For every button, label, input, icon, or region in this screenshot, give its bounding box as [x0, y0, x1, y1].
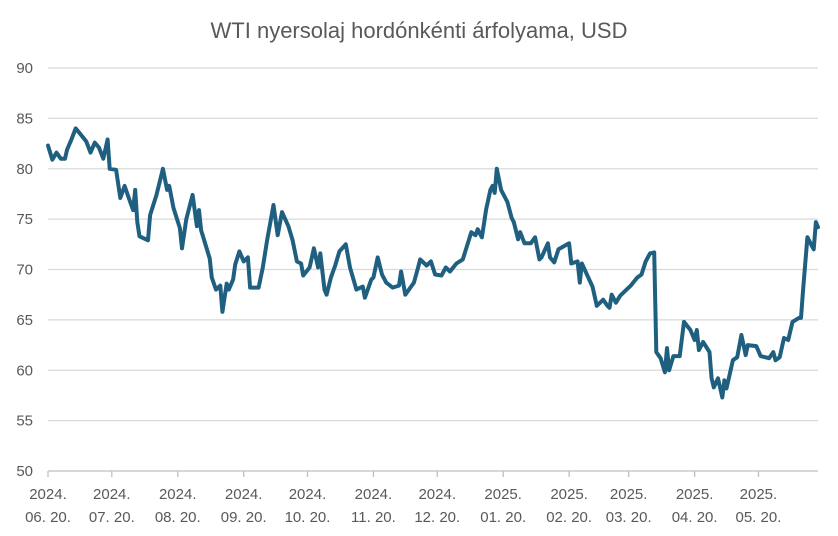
x-tick-date: 10. 20.	[285, 509, 331, 526]
x-tick-year: 2025.	[550, 486, 588, 503]
y-tick-label: 75	[16, 211, 33, 228]
x-tick-year: 2024.	[418, 486, 456, 503]
x-tick-year: 2024.	[29, 486, 67, 503]
x-tick-date: 05. 20.	[736, 509, 782, 526]
x-tick-date: 12. 20.	[414, 509, 460, 526]
y-tick-label: 60	[16, 362, 33, 379]
y-tick-label: 70	[16, 262, 33, 279]
x-tick-year: 2025.	[484, 486, 522, 503]
x-tick-year: 2025.	[740, 486, 778, 503]
x-tick-year: 2025.	[676, 486, 714, 503]
y-tick-label: 50	[16, 463, 33, 480]
y-tick-label: 80	[16, 161, 33, 178]
y-tick-label: 90	[16, 60, 33, 77]
x-tick-year: 2025.	[610, 486, 648, 503]
x-tick-date: 04. 20.	[672, 509, 718, 526]
x-tick-date: 07. 20.	[89, 509, 135, 526]
x-tick-date: 01. 20.	[480, 509, 526, 526]
x-tick-year: 2024.	[225, 486, 263, 503]
y-tick-label: 55	[16, 413, 33, 430]
x-tick-date: 09. 20.	[221, 509, 267, 526]
x-tick-year: 2024.	[93, 486, 131, 503]
y-tick-label: 85	[16, 110, 33, 127]
x-tick-date: 06. 20.	[25, 509, 71, 526]
x-tick-year: 2024.	[355, 486, 393, 503]
x-tick-date: 11. 20.	[351, 509, 396, 526]
x-tick-date: 08. 20.	[155, 509, 201, 526]
y-tick-label: 65	[16, 312, 33, 329]
series-line-wti	[46, 126, 820, 400]
x-tick-year: 2024.	[159, 486, 197, 503]
chart-title: WTI nyersolaj hordónkénti árfolyama, USD	[211, 18, 628, 43]
x-tick-date: 03. 20.	[606, 509, 652, 526]
x-tick-date: 02. 20.	[546, 509, 592, 526]
x-tick-year: 2024.	[289, 486, 327, 503]
